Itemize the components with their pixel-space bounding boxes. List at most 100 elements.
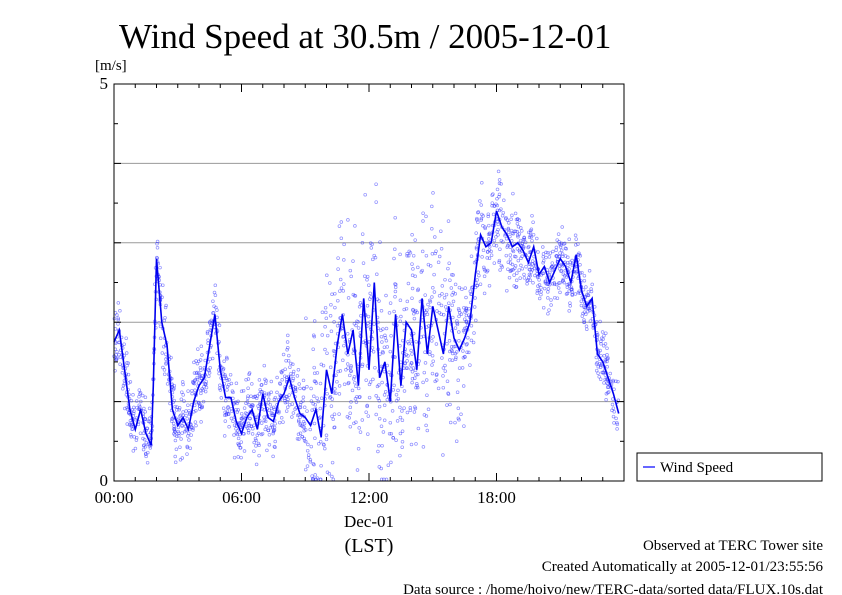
data-point [267,392,271,397]
data-point [363,274,367,278]
data-point [194,408,198,413]
data-point [184,409,188,413]
data-point [598,348,602,353]
data-point [610,402,615,407]
data-point [218,383,222,388]
data-point [267,443,272,447]
data-point [346,218,350,222]
data-point [605,365,609,369]
data-point [570,292,574,296]
data-point [366,432,370,436]
data-point [579,303,584,308]
data-point [308,458,313,462]
data-point [318,415,322,419]
data-point [312,462,316,467]
data-point [410,262,414,266]
data-point [347,380,351,385]
data-point [528,278,533,283]
data-point [524,264,528,269]
data-point [283,400,288,405]
data-point [549,303,553,307]
data-point [364,378,368,382]
data-point [491,192,495,196]
data-point [541,254,546,259]
data-point [250,403,255,407]
data-point [440,284,445,288]
data-point [410,286,415,291]
data-point [316,399,320,404]
data-point [450,351,455,356]
data-point [522,276,527,280]
data-point [400,439,405,444]
data-point [520,229,524,233]
data-point [304,439,308,444]
data-point [186,389,190,393]
data-point [480,255,484,259]
data-point [339,220,344,224]
data-point [141,443,146,448]
data-point [492,261,497,265]
data-point [500,213,505,218]
data-point [197,407,202,411]
data-point [456,416,461,421]
data-point [495,196,499,201]
data-point [487,248,492,252]
data-point [451,290,456,295]
data-point [487,231,492,235]
data-point [181,393,185,397]
data-point [241,388,246,393]
data-point [448,358,452,362]
data-point [512,254,517,259]
data-point [305,464,310,468]
data-point [475,278,479,282]
data-point [588,319,593,323]
data-point [405,299,410,304]
data-point [377,383,381,387]
data-point [368,241,373,245]
data-point [469,323,474,328]
data-point [371,257,375,262]
data-point [264,378,268,383]
data-point [336,267,340,271]
data-point [332,320,336,324]
data-point [559,268,564,273]
data-point [566,263,570,268]
data-point [302,436,306,441]
data-point [576,242,580,246]
data-point [290,415,294,419]
data-point [456,378,460,383]
data-point [606,356,610,361]
data-point [337,392,342,396]
data-point [260,383,264,387]
y-tick-label: 0 [100,471,109,490]
data-point [351,377,356,381]
y-axis-unit: [m/s] [95,58,127,74]
data-point [464,343,469,347]
data-point [312,421,317,426]
data-point [247,372,251,376]
data-point [133,446,138,451]
data-point [238,446,243,450]
data-point [131,393,135,397]
data-point [587,269,592,273]
data-point [377,443,381,448]
data-point [510,231,514,236]
data-point [542,286,547,291]
data-point [387,311,392,315]
data-point [224,413,229,417]
data-point [298,423,302,427]
data-point [346,296,351,300]
data-point [379,424,384,428]
data-point [342,258,346,262]
data-point [296,418,301,422]
data-point [269,379,274,384]
data-point [516,234,520,239]
data-point [178,458,183,462]
data-point [374,394,378,398]
data-point [431,359,435,363]
data-point [254,444,258,448]
data-point [574,243,578,247]
data-point [199,368,203,372]
data-point [306,453,311,457]
data-point [180,390,184,394]
